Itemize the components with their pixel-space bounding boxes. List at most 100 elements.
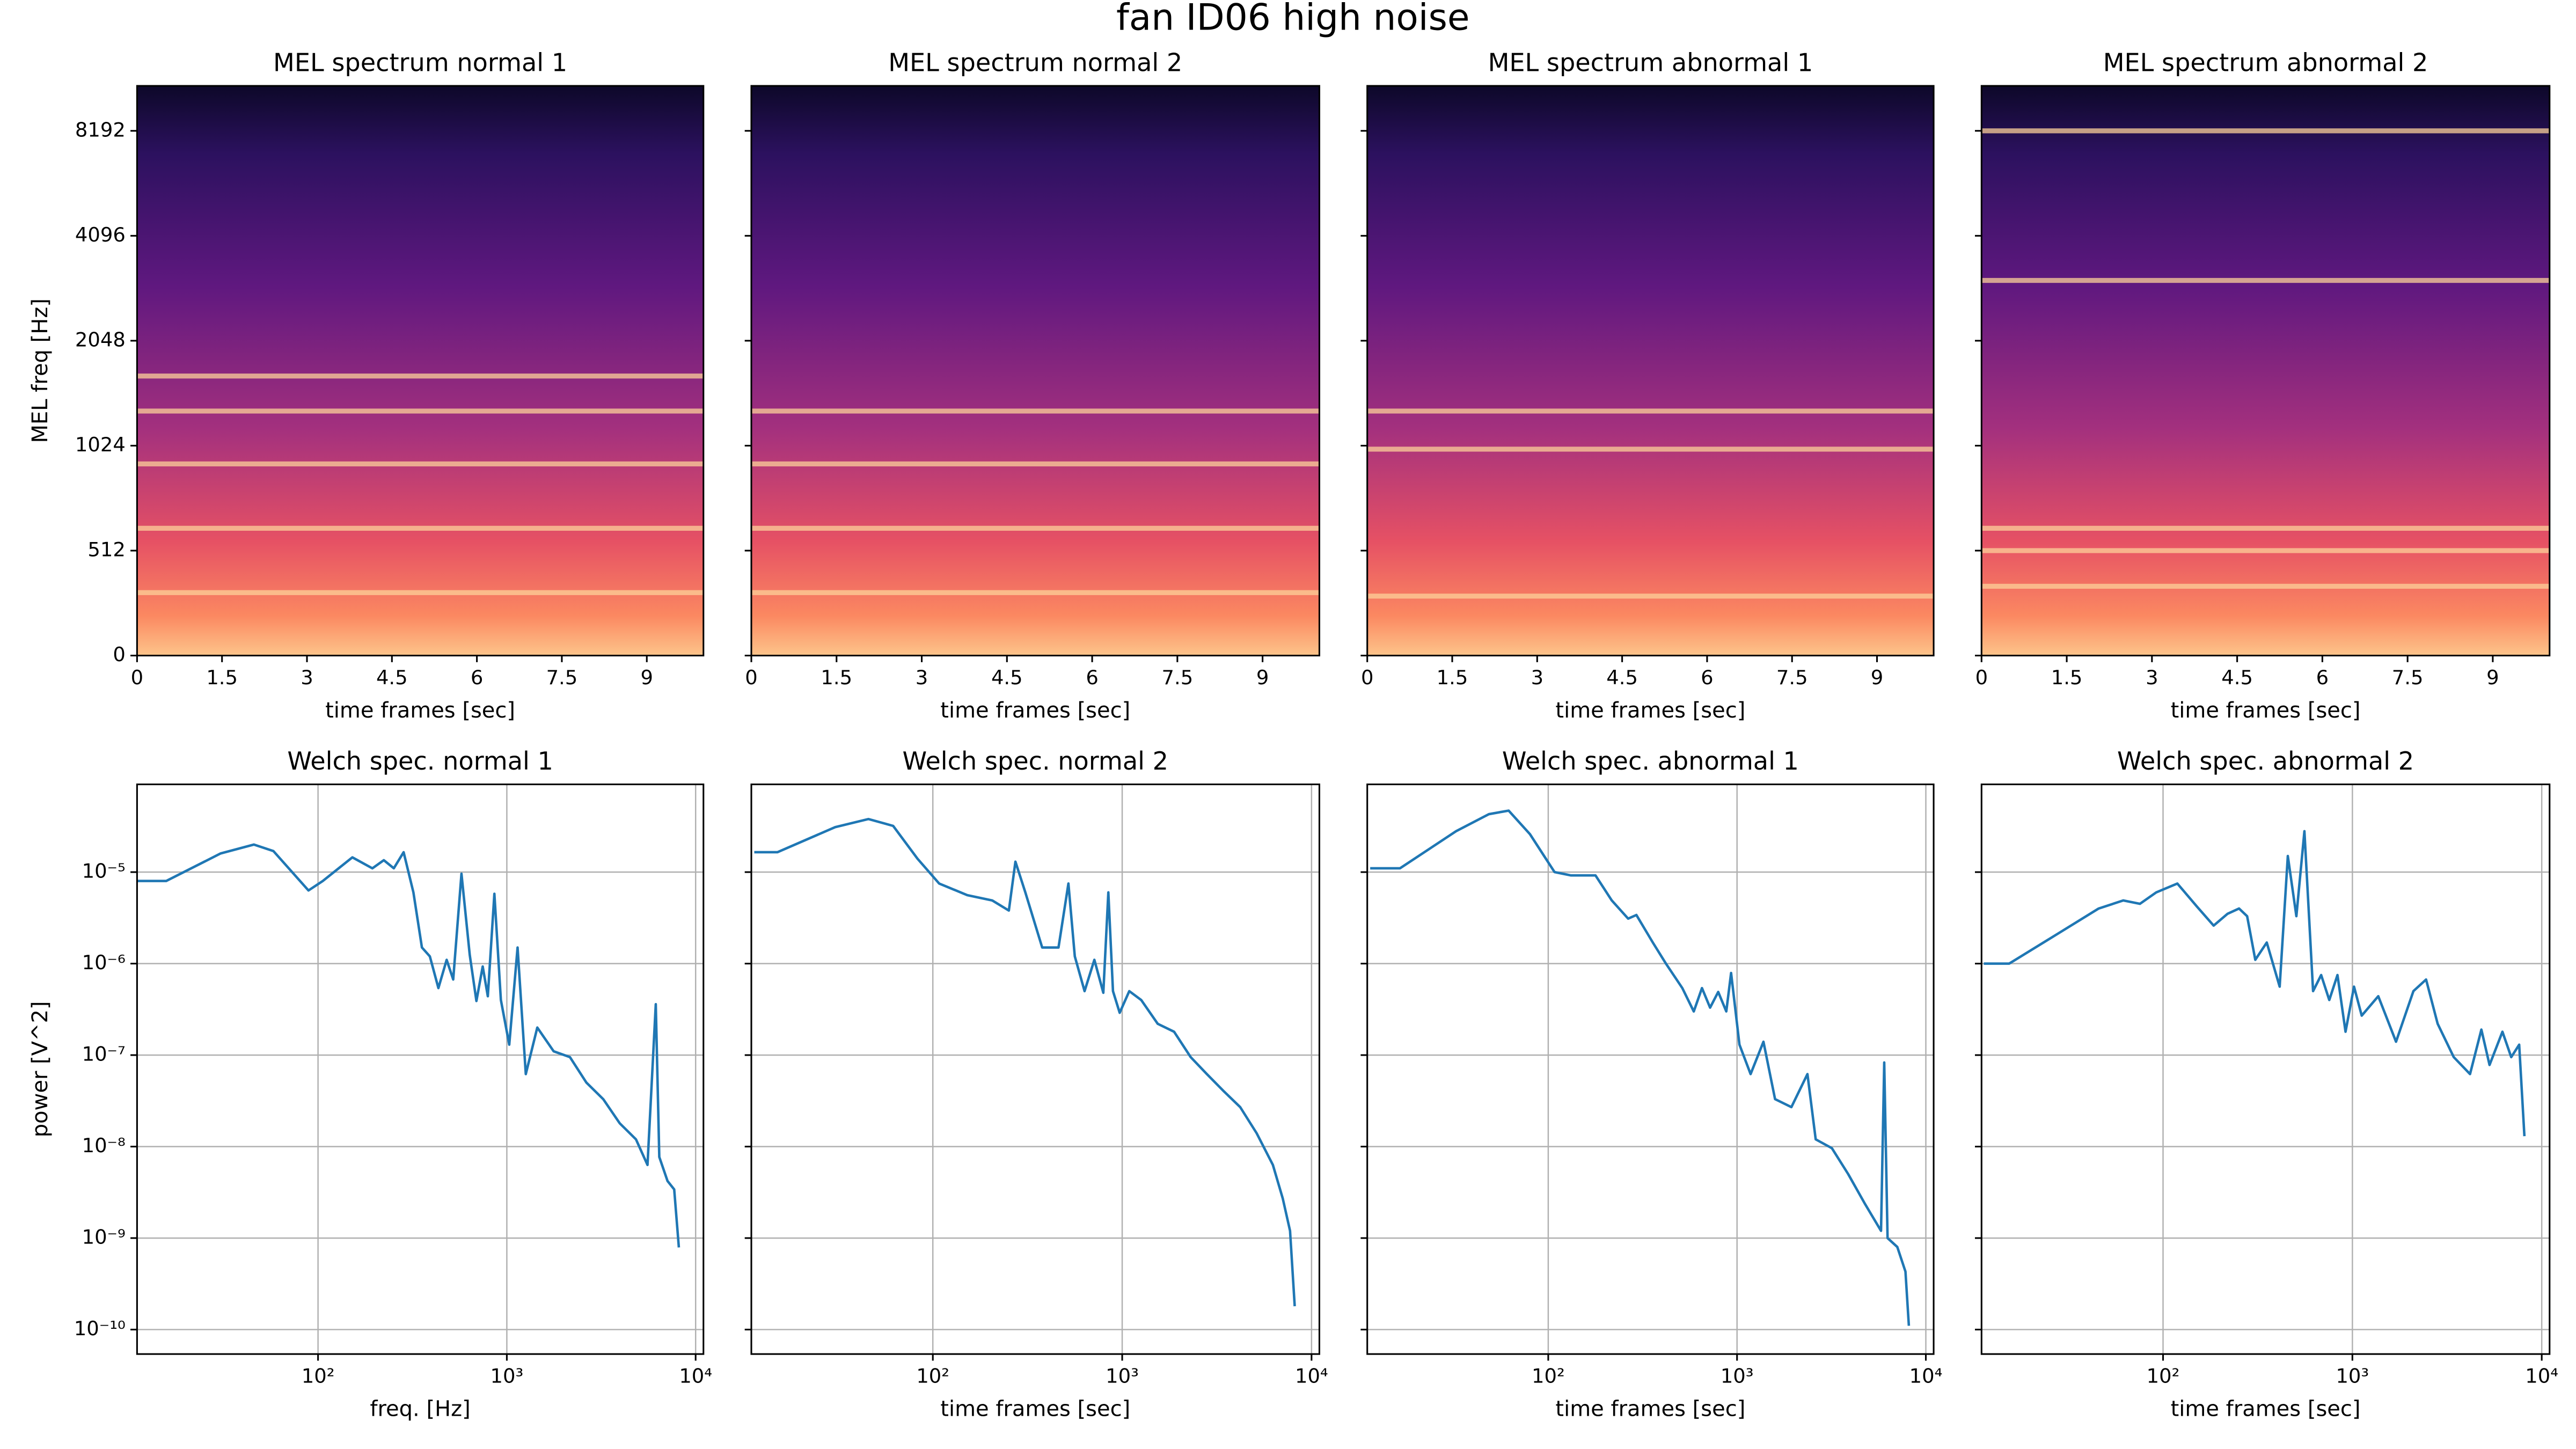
x-tick-label: 6 <box>2316 666 2329 689</box>
x-tick-label: 3 <box>2146 666 2158 689</box>
spectrogram <box>137 86 704 656</box>
y-tick-label: 10⁻⁷ <box>82 1043 126 1066</box>
x-tick-label: 9 <box>1871 666 1883 689</box>
figure-title: fan ID06 high noise <box>1116 0 1470 38</box>
x-tick-label: 4.5 <box>376 666 408 689</box>
x-tick-label: 7.5 <box>546 666 578 689</box>
axes-frame <box>750 85 1320 657</box>
x-tick-label: 10³ <box>1106 1365 1139 1388</box>
y-tick-label: 10⁻⁹ <box>82 1225 126 1248</box>
spectral-band <box>137 461 704 467</box>
y-axis-label: MEL freq [Hz] <box>28 298 53 443</box>
y-tick-label: 4096 <box>75 223 126 246</box>
subplot-title: Welch spec. abnormal 2 <box>2117 747 2414 775</box>
x-axis-label: time frames [sec] <box>2171 1397 2361 1422</box>
subplot-title: Welch spec. abnormal 1 <box>1502 747 1799 775</box>
series-line <box>1370 809 1911 1326</box>
series-line <box>1984 830 2526 1137</box>
y-tick-label: 8192 <box>75 118 126 141</box>
spectral-band <box>1981 525 2550 531</box>
y-tick-label: 512 <box>87 538 125 561</box>
x-tick-label: 10² <box>916 1365 949 1388</box>
subplot: 10² 10³ 10⁴ Welch spec. abnormal 1 time fram… <box>1360 747 1942 1422</box>
x-tick-label: 10⁴ <box>2525 1365 2558 1388</box>
series-line <box>754 817 1296 1307</box>
x-tick-label: 7.5 <box>1776 666 1808 689</box>
subplot: 0 1.5 3 4.5 6 7.5 9 MEL spectrum normal 2 time f… <box>744 48 1320 723</box>
subplot-title: Welch spec. normal 2 <box>902 747 1168 775</box>
x-tick-label: 4.5 <box>2221 666 2253 689</box>
spectral-band <box>1367 408 1934 414</box>
x-tick-label: 4.5 <box>991 666 1023 689</box>
spectral-band <box>137 374 704 379</box>
x-tick-label: 1.5 <box>1437 666 1468 689</box>
x-tick-label: 10³ <box>1721 1365 1754 1388</box>
subplot: 0 1.5 3 4.5 6 7.5 9 MEL spectrum abnormal 2 time… <box>1975 48 2551 723</box>
x-tick-label: 0 <box>1975 666 1988 689</box>
subplot-title: MEL spectrum normal 2 <box>888 48 1182 77</box>
spectral-band <box>1981 583 2550 589</box>
x-tick-label: 4.5 <box>1606 666 1638 689</box>
axes-frame <box>136 85 705 657</box>
x-tick-label: 10⁴ <box>1909 1365 1943 1388</box>
x-tick-label: 10² <box>2147 1365 2180 1388</box>
subplot: 0 1.5 3 4.5 6 7.5 9 MEL spectrum abnormal 1 time… <box>1360 48 1935 723</box>
subplot-title: Welch spec. normal 1 <box>287 747 553 775</box>
spectral-band <box>751 408 1320 414</box>
y-tick-label: 0 <box>113 643 125 666</box>
x-tick-label: 3 <box>916 666 928 689</box>
y-tick-label: 10⁻⁵ <box>82 860 126 883</box>
x-axis-label: time frames [sec] <box>1555 1397 1745 1422</box>
subplot: 10² 10³ 10⁴ Welch spec. abnormal 2 time fram… <box>1975 747 2558 1422</box>
axes-frame <box>1366 85 1935 657</box>
axes-frame <box>750 784 1320 1355</box>
x-tick-label: 9 <box>640 666 653 689</box>
x-tick-label: 6 <box>471 666 483 689</box>
spectral-band <box>137 590 704 595</box>
x-tick-label: 6 <box>1701 666 1713 689</box>
y-tick-label: 2048 <box>75 328 126 351</box>
spectrogram <box>751 86 1320 656</box>
x-tick-label: 10³ <box>2336 1365 2369 1388</box>
axes-frame <box>1980 85 2551 657</box>
x-tick-label: 10² <box>302 1365 335 1388</box>
subplot: 0 1.5 3 4.5 6 7.5 9 0 512 1024 2048 4096 8192 MEL spe… <box>28 48 705 723</box>
y-axis-label: power [V^2] <box>28 1001 53 1137</box>
x-axis-label: freq. [Hz] <box>370 1397 470 1422</box>
x-tick-label: 1.5 <box>206 666 238 689</box>
y-tick-label: 1024 <box>75 433 126 456</box>
x-tick-label: 9 <box>2486 666 2499 689</box>
axes-frame <box>136 784 705 1355</box>
series-line <box>137 843 680 1248</box>
spectral-band <box>1981 128 2550 134</box>
x-tick-label: 10⁴ <box>679 1365 712 1388</box>
spectral-band <box>1981 548 2550 553</box>
spectral-band <box>137 525 704 531</box>
x-tick-label: 3 <box>301 666 313 689</box>
spectral-band <box>1367 594 1934 599</box>
x-tick-label: 1.5 <box>821 666 852 689</box>
x-axis-label: time frames [sec] <box>940 698 1130 723</box>
x-tick-label: 10² <box>1532 1365 1565 1388</box>
axes-frame <box>1980 784 2551 1355</box>
x-tick-label: 10⁴ <box>1295 1365 1328 1388</box>
x-tick-label: 7.5 <box>1161 666 1193 689</box>
x-tick-label: 0 <box>131 666 143 689</box>
x-tick-label: 3 <box>1531 666 1543 689</box>
spectral-band <box>1981 277 2550 283</box>
spectral-band <box>751 525 1320 531</box>
x-tick-label: 0 <box>1361 666 1373 689</box>
x-tick-label: 0 <box>745 666 757 689</box>
subplot-title: MEL spectrum normal 1 <box>273 48 567 77</box>
spectral-band <box>1367 447 1934 452</box>
x-tick-label: 9 <box>1256 666 1269 689</box>
x-tick-label: 6 <box>1086 666 1098 689</box>
x-axis-label: time frames [sec] <box>1555 698 1745 723</box>
x-tick-label: 1.5 <box>2051 666 2083 689</box>
spectral-band <box>137 408 704 414</box>
subplot-title: MEL spectrum abnormal 1 <box>1488 48 1813 77</box>
spectral-band <box>751 461 1320 467</box>
spectrogram <box>1367 86 1934 656</box>
